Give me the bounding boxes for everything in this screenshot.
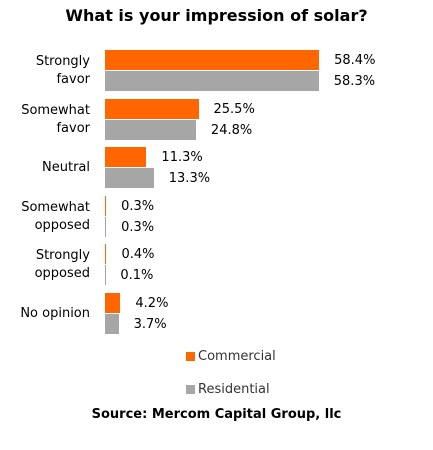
value-label: 11.3% bbox=[161, 150, 203, 165]
bar bbox=[105, 71, 319, 91]
value-label: 4.2% bbox=[135, 295, 169, 311]
value-label: 0.3% bbox=[121, 198, 155, 214]
value-label: 58.3% bbox=[333, 74, 376, 89]
category-label: Neutral bbox=[42, 160, 90, 175]
bar bbox=[105, 147, 147, 167]
value-label: 0.3% bbox=[121, 219, 155, 235]
bar bbox=[105, 313, 119, 334]
value-label: 24.8% bbox=[210, 122, 253, 138]
source-note: Source: Mercom Capital Group, llc bbox=[91, 407, 342, 422]
legend-label: Commercial bbox=[198, 349, 276, 364]
value-label: 0.1% bbox=[120, 268, 154, 283]
bar bbox=[105, 98, 199, 119]
category-label: Somewhat favor bbox=[21, 102, 90, 136]
legend-label: Residential bbox=[198, 382, 270, 397]
category-label: Somewhat opposed bbox=[21, 199, 90, 233]
legend-swatch bbox=[186, 385, 195, 394]
value-label: 25.5% bbox=[213, 101, 255, 117]
value-label: 58.4% bbox=[334, 53, 376, 68]
bar bbox=[105, 119, 196, 140]
bar bbox=[105, 168, 154, 188]
value-label: 3.7% bbox=[133, 316, 167, 332]
bar bbox=[105, 244, 107, 264]
bar bbox=[105, 216, 107, 237]
legend-swatch bbox=[186, 352, 195, 361]
chart-title: What is your impression of solar? bbox=[65, 6, 368, 25]
value-label: 0.4% bbox=[121, 247, 155, 262]
category-label: Strongly favor bbox=[35, 54, 90, 87]
bar bbox=[105, 195, 107, 216]
value-label: 13.3% bbox=[168, 171, 211, 186]
bar bbox=[105, 292, 121, 313]
category-label: No opinion bbox=[20, 305, 90, 321]
category-label: Strongly opposed bbox=[34, 248, 90, 281]
bar bbox=[105, 50, 320, 70]
